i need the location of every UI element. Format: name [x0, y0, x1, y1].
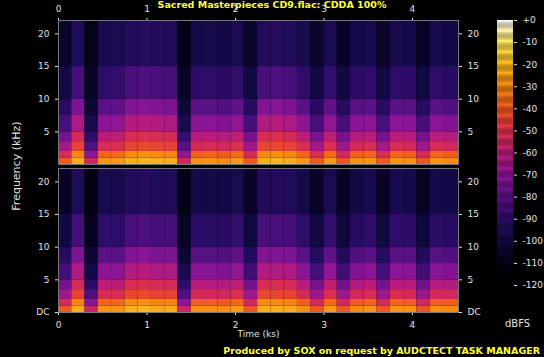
svg-text:10: 10	[38, 242, 50, 252]
svg-text:4: 4	[410, 4, 416, 14]
svg-text:20: 20	[38, 177, 50, 187]
svg-text:DC: DC	[468, 307, 481, 317]
svg-text:20: 20	[468, 177, 480, 187]
svg-text:-100: -100	[523, 236, 544, 246]
svg-text:-50: -50	[523, 126, 538, 136]
svg-text:3: 3	[321, 320, 327, 330]
svg-text:15: 15	[468, 61, 479, 71]
svg-text:-70: -70	[523, 170, 538, 180]
svg-text:5: 5	[468, 275, 474, 285]
svg-text:3: 3	[321, 4, 327, 14]
svg-text:1: 1	[144, 320, 150, 330]
svg-text:15: 15	[468, 209, 479, 219]
svg-text:-30: -30	[523, 82, 538, 92]
svg-text:-40: -40	[523, 104, 538, 114]
svg-text:1: 1	[144, 4, 150, 14]
svg-text:+0: +0	[523, 15, 537, 25]
svg-text:-90: -90	[523, 214, 538, 224]
svg-text:-10: -10	[523, 37, 538, 47]
svg-text:5: 5	[468, 127, 474, 137]
svg-text:2: 2	[233, 4, 239, 14]
svg-text:4: 4	[410, 320, 416, 330]
svg-text:15: 15	[38, 209, 49, 219]
svg-text:-120: -120	[523, 280, 544, 290]
svg-text:-20: -20	[523, 60, 538, 70]
svg-text:20: 20	[38, 29, 50, 39]
svg-text:DC: DC	[36, 307, 49, 317]
svg-text:10: 10	[468, 94, 480, 104]
svg-text:-80: -80	[523, 192, 538, 202]
svg-text:15: 15	[38, 61, 49, 71]
svg-text:-60: -60	[523, 148, 538, 158]
svg-text:20: 20	[468, 29, 480, 39]
svg-text:10: 10	[38, 94, 50, 104]
svg-text:0: 0	[56, 320, 62, 330]
svg-text:0: 0	[56, 4, 62, 14]
svg-text:-110: -110	[523, 258, 544, 268]
svg-text:5: 5	[44, 127, 50, 137]
svg-text:Time (ks): Time (ks)	[237, 329, 280, 339]
svg-text:5: 5	[44, 275, 50, 285]
svg-text:10: 10	[468, 242, 480, 252]
